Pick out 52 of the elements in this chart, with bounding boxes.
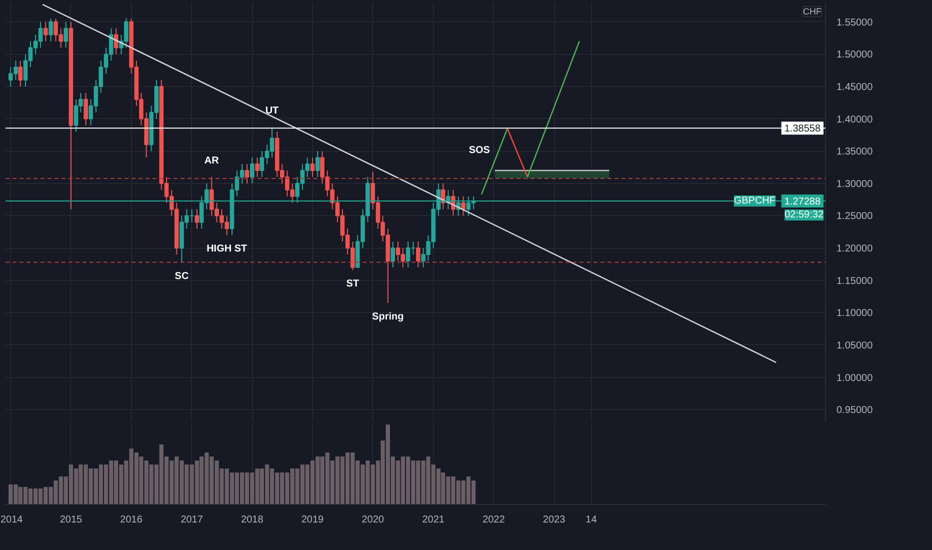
y-tick-label: 1.35000	[836, 146, 874, 158]
annotation: UT	[265, 106, 279, 117]
y-tick-label: 1.25000	[836, 211, 874, 222]
candlestick	[18, 60, 23, 87]
y-tick-label: 1.50000	[836, 50, 874, 61]
y-tick-label: 1.45000	[836, 82, 874, 93]
candlestick	[461, 196, 466, 216]
annotation: 02:59:32	[784, 209, 824, 220]
x-tick-label: 2023	[542, 514, 566, 526]
x-tick-label: 2020	[362, 514, 384, 526]
y-tick-label: 1.00000	[836, 372, 874, 384]
annotation: AR	[204, 155, 220, 166]
candlestick	[194, 208, 200, 230]
candlestick	[416, 241, 420, 268]
x-tick-label: 2022	[482, 514, 506, 526]
x-tick-label: 2014	[0, 514, 24, 526]
candlestick	[390, 241, 396, 268]
candlestick	[44, 21, 48, 42]
candlestick	[255, 157, 260, 178]
y-tick-label: 1.40000	[836, 114, 874, 126]
ref-line-label: 1.27288	[784, 196, 821, 208]
x-tick-label: 2019	[301, 514, 324, 526]
y-tick-label: 1.20000	[836, 244, 874, 255]
candlestick	[244, 164, 250, 184]
candlestick	[310, 157, 315, 178]
annotation: Spring	[372, 311, 404, 322]
ref-line-label: 1.38558	[784, 124, 821, 135]
y-tick-label: 0.95000	[836, 405, 874, 416]
annotation: ST	[346, 278, 360, 290]
annotation: SOS	[468, 145, 490, 156]
x-tick-label: 14	[586, 514, 598, 526]
candlestick	[440, 182, 446, 210]
x-tick-label: 2021	[422, 514, 445, 526]
y-tick-label: 1.15000	[836, 276, 874, 287]
y-axis-title: CHF	[803, 6, 822, 16]
y-tick-label: 1.30000	[836, 178, 874, 190]
annotation: HIGH ST	[206, 244, 248, 255]
y-tick-label: 1.05000	[836, 340, 874, 352]
x-tick-label: 2017	[180, 514, 204, 526]
candlestick	[48, 18, 53, 42]
candlestick	[250, 157, 254, 184]
x-tick-label: 2018	[241, 514, 264, 526]
y-tick-label: 1.10000	[836, 308, 874, 320]
candlestick	[84, 92, 88, 126]
annotation: SC	[174, 270, 189, 282]
candlestick	[114, 28, 118, 55]
y-tick-label: 1.55000	[836, 17, 874, 28]
x-tick-label: 2016	[120, 514, 143, 526]
x-tick-label: 2015	[60, 514, 83, 526]
candlestick	[64, 21, 68, 48]
candlestick	[315, 150, 320, 178]
annotation: GBPCHF	[734, 195, 776, 206]
